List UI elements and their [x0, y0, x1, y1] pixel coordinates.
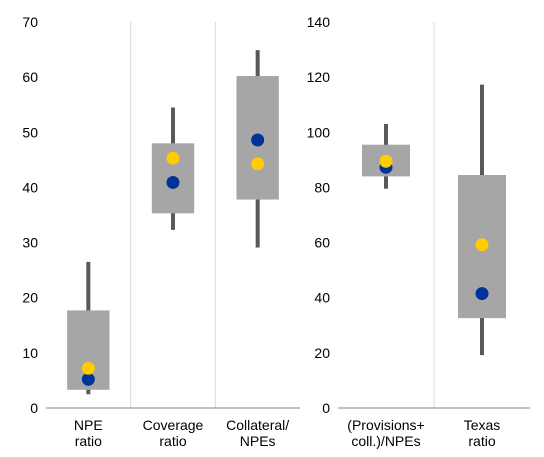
- y-tick-label: 10: [22, 345, 38, 361]
- yellow-marker: [379, 154, 393, 168]
- x-category-label: Coverage: [143, 417, 204, 433]
- y-tick-label: 30: [22, 235, 38, 251]
- y-tick-label: 80: [314, 179, 330, 195]
- y-tick-label: 0: [322, 400, 330, 416]
- x-category-label: coll.)/NPEs: [351, 433, 420, 449]
- y-tick-label: 100: [307, 124, 331, 140]
- yellow-marker: [166, 151, 180, 165]
- y-tick-label: 40: [314, 290, 330, 306]
- x-category-label: Collateral/: [226, 417, 289, 433]
- yellow-marker: [475, 238, 489, 252]
- y-tick-label: 40: [22, 179, 38, 195]
- panel-2: 0 20 40 60 80 100 120 140 (Provisions+coll.)/NPE…: [307, 14, 530, 449]
- blue-marker: [475, 287, 489, 301]
- x-category-label: (Provisions+: [347, 417, 424, 433]
- yellow-marker: [81, 361, 95, 375]
- y-tick-label: 140: [307, 14, 331, 30]
- x-category-label: NPE: [74, 417, 103, 433]
- box-group-3: Collateral/NPEs: [226, 50, 289, 449]
- yellow-marker: [251, 157, 265, 171]
- panel-1: 010203040506070NPEratioCoverageratioColl…: [22, 14, 300, 449]
- blue-marker: [166, 175, 180, 189]
- box-group-1: (Provisions+coll.)/NPEs: [347, 124, 425, 449]
- x-category-label: ratio: [159, 433, 186, 449]
- y-tick-label: 60: [22, 69, 38, 85]
- blue-marker: [251, 133, 265, 147]
- y-tick-label: 70: [22, 14, 38, 30]
- x-category-label: Texas: [464, 417, 501, 433]
- y-tick-label: 0: [30, 400, 38, 416]
- y-tick-label: 60: [314, 235, 330, 251]
- x-category-label: ratio: [468, 433, 495, 449]
- y-tick-label: 50: [22, 124, 38, 140]
- blue-marker: [81, 372, 95, 386]
- x-category-label: ratio: [75, 433, 102, 449]
- y-tick-label: 120: [307, 69, 331, 85]
- x-category-label: NPEs: [240, 433, 276, 449]
- y-tick-label: 20: [22, 290, 38, 306]
- y-tick-label: 20: [314, 345, 330, 361]
